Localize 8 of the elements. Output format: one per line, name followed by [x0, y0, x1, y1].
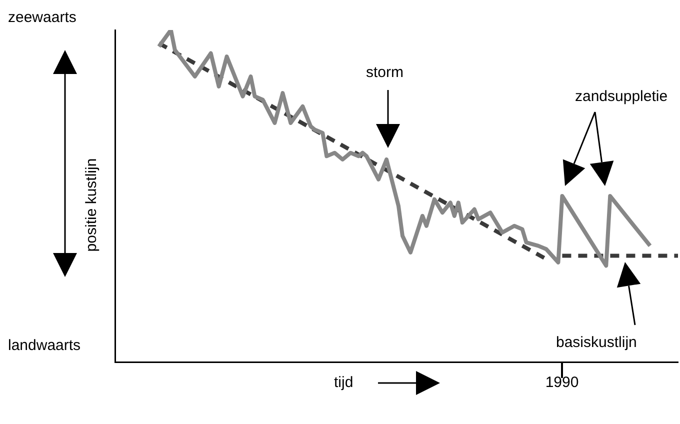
text: landwaarts — [8, 337, 81, 355]
annotation: storm — [366, 64, 404, 82]
text: 1990 — [545, 374, 579, 392]
annotation: basiskustlijn — [556, 334, 637, 352]
annotation: zandsuppletie — [575, 88, 668, 106]
text: zeewaarts — [8, 9, 76, 27]
y-axis-title: positie kustlijn — [83, 158, 101, 252]
x-axis-title: tijd — [334, 374, 354, 392]
